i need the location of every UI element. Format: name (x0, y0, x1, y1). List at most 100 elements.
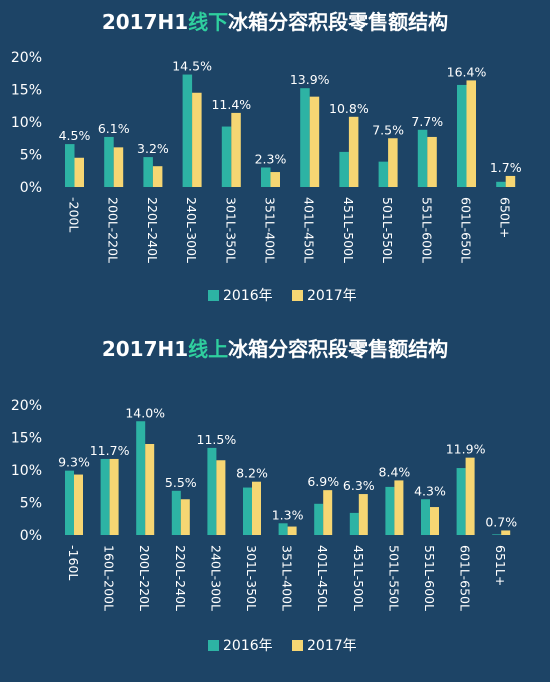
bar-2017 (231, 112, 241, 187)
category-label: 301L-350L (244, 545, 259, 611)
bar-2016 (100, 458, 110, 535)
bar-2016 (421, 499, 430, 535)
data-label: 11.5% (197, 432, 237, 447)
y-tick-label: 0% (20, 528, 42, 544)
data-label: 4.3% (414, 483, 446, 498)
data-label: 11.9% (446, 442, 486, 457)
category-label: 601L-650L (459, 197, 474, 263)
bar-2017 (505, 175, 516, 187)
bar-2017 (252, 481, 261, 535)
data-label: 14.5% (172, 59, 212, 74)
chart-offline: 2017H1线下冰箱分容积段零售额结构 0% 5% 10% 15% 20% 4.5% -200… (11, 10, 522, 304)
bar-2016 (339, 151, 349, 187)
bar-2017 (465, 457, 475, 535)
category-label: -160L (66, 545, 81, 580)
bar-2017 (309, 96, 320, 187)
data-label: 5.5% (165, 475, 197, 490)
category-label: 351L-400L (280, 545, 295, 611)
legend-label-2017: 2017年 (307, 288, 357, 304)
bar-2017 (74, 157, 84, 187)
bar-2016 (261, 167, 271, 187)
bar-2017 (270, 172, 280, 187)
bar-2016 (456, 468, 466, 535)
bar-2016 (143, 157, 153, 187)
category-label: 220L-240L (145, 197, 160, 263)
category-label: 451L-500L (341, 197, 356, 263)
chart-title: 2017H1线下冰箱分容积段零售额结构 (102, 10, 448, 34)
legend-swatch-2017 (292, 290, 303, 301)
bar-2016 (278, 523, 288, 535)
bar-2017 (323, 490, 333, 535)
bar-2016 (221, 126, 232, 187)
legend: 2016年 2017年 (208, 288, 357, 304)
bar-2017 (180, 499, 190, 535)
chart-title-part: 线上 (188, 337, 228, 361)
y-tick-label: 5% (20, 496, 42, 512)
data-label: 16.4% (447, 64, 487, 79)
data-label: 7.5% (372, 122, 404, 137)
data-label: 3.2% (137, 141, 169, 156)
bar-2016 (385, 486, 395, 535)
data-label: 1.3% (272, 507, 304, 522)
bar-2017 (388, 138, 398, 187)
chart-title-part: 2017H1 (102, 10, 188, 34)
data-label: 2.3% (255, 152, 287, 167)
data-label: 10.8% (329, 101, 369, 116)
data-label: 4.5% (59, 128, 91, 143)
bar-2017 (466, 80, 476, 187)
bar-2016 (492, 534, 502, 535)
category-label: 200L-220L (137, 545, 152, 611)
data-label: 6.3% (343, 478, 375, 493)
data-label: 8.4% (379, 464, 411, 479)
bar-2017 (287, 526, 297, 535)
category-label: 650L+ (498, 197, 513, 238)
bar-2016 (104, 136, 114, 187)
category-label: 301L-350L (223, 197, 238, 263)
category-label: 651L+ (493, 545, 508, 586)
category-label: 601L-650L (458, 545, 473, 611)
bar-2016 (182, 74, 193, 187)
bar-2016 (300, 88, 310, 187)
category-label: 451L-500L (351, 545, 366, 611)
category-label: 220L-240L (173, 545, 188, 611)
data-label: 8.2% (236, 466, 268, 481)
chart-online: 2017H1线上冰箱分容积段零售额结构 0% 5% 10% 15% 20% 9.3% -160… (11, 337, 517, 654)
category-label: 351L-400L (263, 197, 278, 263)
chart-title: 2017H1线上冰箱分容积段零售额结构 (102, 337, 448, 361)
bar-2016 (243, 487, 252, 535)
y-tick-label: 0% (20, 180, 42, 196)
bar-2017 (74, 474, 83, 535)
bar-2016 (496, 181, 506, 187)
category-label: 240L-300L (208, 545, 223, 611)
legend-label-2017: 2017年 (307, 638, 357, 654)
legend-swatch-2016 (208, 640, 219, 651)
bar-2017 (192, 92, 202, 187)
category-label: 160L-200L (102, 545, 117, 611)
bar-2016 (171, 490, 181, 535)
chart-title-part: 冰箱分容积段零售额结构 (228, 337, 448, 361)
category-label: 551L-600L (419, 197, 434, 263)
category-label: 240L-300L (184, 197, 199, 263)
bar-2016 (136, 421, 146, 535)
bar-2017 (216, 460, 226, 535)
category-label: 551L-600L (422, 545, 437, 611)
y-tick-label: 10% (11, 463, 42, 479)
bar-2016 (457, 84, 467, 187)
category-label: 501L-550L (380, 197, 395, 263)
data-label: 0.7% (485, 514, 517, 529)
data-label: 7.7% (411, 114, 443, 129)
data-label: 11.7% (90, 443, 130, 458)
bar-2017 (113, 147, 124, 187)
y-tick-label: 20% (11, 50, 42, 66)
bar-2017 (501, 530, 511, 535)
y-tick-label: 10% (11, 115, 42, 131)
data-label: 1.7% (490, 160, 522, 175)
bar-2016 (349, 512, 359, 535)
bar-2016 (378, 161, 389, 187)
legend: 2016年 2017年 (208, 638, 357, 654)
chart-title-part: 冰箱分容积段零售额结构 (228, 10, 448, 34)
category-label: -200L (67, 197, 82, 232)
bar-2017 (394, 480, 404, 535)
